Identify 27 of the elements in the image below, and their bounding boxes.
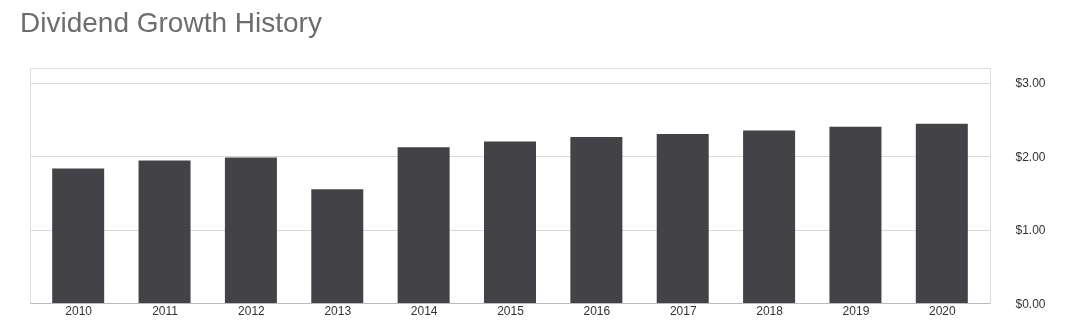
x-tick-label: 2013 xyxy=(324,303,352,318)
x-tick-label: 2012 xyxy=(238,303,266,318)
bar xyxy=(311,189,364,303)
x-tick-label: 2011 xyxy=(152,303,179,318)
y-tick-label: $0.00 xyxy=(1015,296,1046,311)
bar xyxy=(52,168,105,303)
bar xyxy=(743,130,796,303)
bar xyxy=(915,123,968,303)
y-tick-label: $1.00 xyxy=(1015,223,1046,238)
bar xyxy=(138,160,191,303)
chart-title: Dividend Growth History xyxy=(20,7,322,38)
x-tick-label: 2015 xyxy=(497,303,525,318)
x-tick-label: 2018 xyxy=(756,303,784,318)
y-tick-label: $3.00 xyxy=(1015,76,1046,91)
bar xyxy=(484,141,536,303)
x-tick-label: 2020 xyxy=(928,303,956,318)
bar xyxy=(829,126,882,303)
x-tick-label: 2014 xyxy=(410,303,438,318)
x-tick-label: 2010 xyxy=(65,303,93,318)
x-tick-label: 2017 xyxy=(669,303,697,318)
bar xyxy=(656,134,709,303)
bar xyxy=(570,137,623,303)
bar xyxy=(224,157,277,303)
y-tick-label: $2.00 xyxy=(1015,149,1046,164)
x-tick-label: 2016 xyxy=(583,303,611,318)
bar xyxy=(397,147,450,303)
x-tick-label: 2019 xyxy=(842,303,870,318)
